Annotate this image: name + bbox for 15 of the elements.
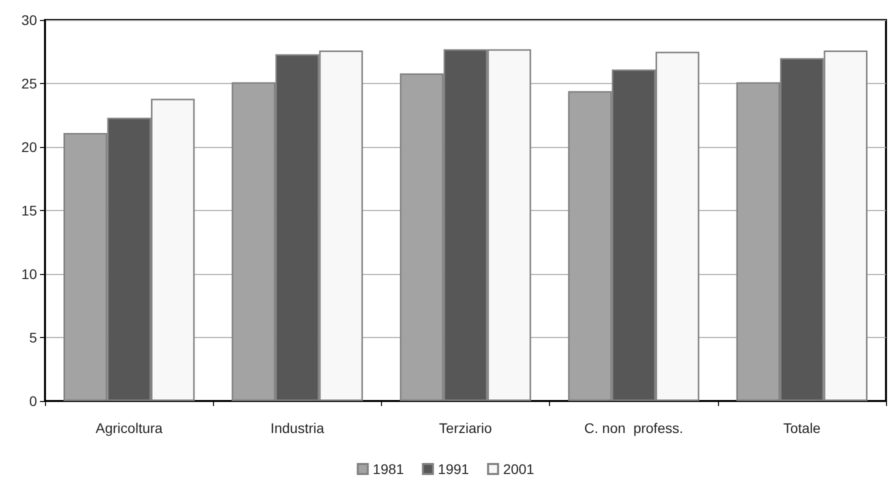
- y-tick-label: 20: [21, 139, 38, 155]
- x-tick-label: Terziario: [439, 420, 492, 436]
- y-tick-label: 5: [29, 330, 38, 346]
- x-tick-label: Totale: [783, 420, 821, 436]
- y-tick-label: 25: [21, 76, 38, 92]
- y-tick-label: 0: [29, 393, 38, 409]
- y-tick-label: 10: [21, 266, 38, 282]
- legend-label: 1981: [372, 461, 404, 477]
- x-tick-label: C. non profess.: [584, 420, 684, 436]
- y-tick-label: 30: [21, 12, 38, 28]
- y-tick-label: 15: [21, 202, 38, 218]
- x-tick-label: Industria: [270, 420, 324, 436]
- legend-label: 1991: [438, 461, 470, 477]
- legend-label: 2001: [503, 461, 534, 477]
- x-tick-label: Agricoltura: [96, 420, 163, 436]
